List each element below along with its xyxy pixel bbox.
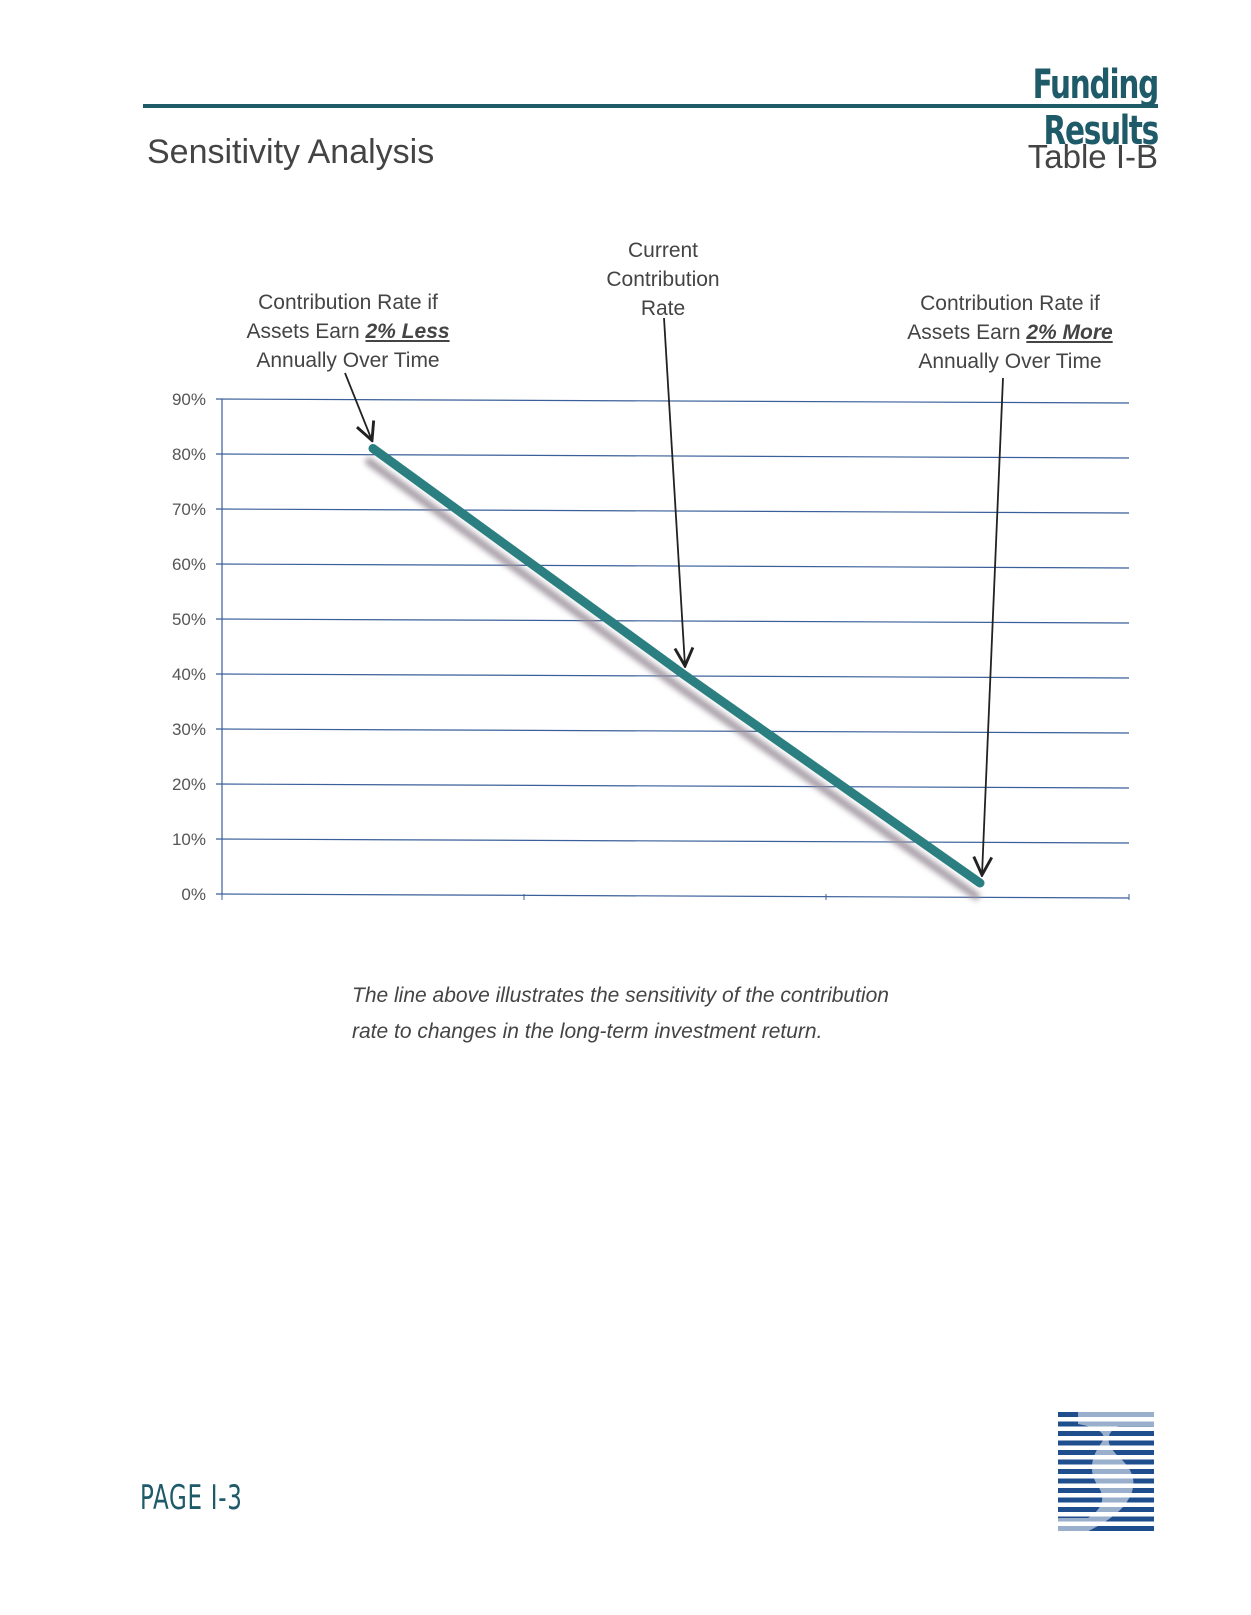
y-tick-label: 0% (181, 885, 206, 904)
gridline (215, 893, 1130, 899)
annotation-arrow (982, 377, 1004, 875)
annotation-less-emphasis: 2% Less (365, 320, 450, 343)
annotation-more-emphasis: 2% More (1026, 321, 1113, 344)
annotation-arrow (663, 317, 685, 666)
annotation-less-line3: Annually Over Time (256, 349, 440, 372)
y-tick-label: 10% (172, 830, 206, 849)
annotation-current-line3: Rate (640, 297, 686, 320)
annotation-less-line2: Assets Earn 2% Less (228, 317, 468, 346)
y-tick-label: 80% (172, 445, 206, 464)
annotation-current: Current Contribution Rate (588, 236, 738, 323)
annotation-more-line3: Annually Over Time (918, 350, 1102, 373)
arrow-layer (344, 317, 1004, 875)
y-tick-label: 60% (172, 555, 206, 574)
annotation-less-prefix: Assets Earn (246, 320, 366, 343)
gridline (215, 398, 1130, 404)
gridline (215, 563, 1130, 569)
gridline (215, 783, 1130, 789)
logo-stripe (1058, 1526, 1154, 1531)
table-id: Table I-B (1027, 138, 1158, 175)
annotation-more-prefix: Assets Earn (907, 321, 1027, 344)
gridline (215, 728, 1130, 734)
sensitivity-chart: 0% 10% 20% 30% 40% 50% 60% 70% 80% 90% (172, 317, 1130, 904)
annotation-less-line1: Contribution Rate if (258, 291, 438, 314)
page-title: Sensitivity Analysis (147, 133, 435, 171)
y-tick-label: 20% (172, 775, 206, 794)
caption-line1: The line above illustrates the sensitivi… (352, 984, 889, 1007)
section-header: Funding Results (1032, 62, 1160, 154)
data-point (979, 882, 981, 884)
gridline (215, 618, 1130, 624)
data-point (372, 448, 374, 449)
gridline (215, 508, 1130, 514)
y-tick-label: 30% (172, 720, 206, 739)
chart-caption: The line above illustrates the sensitivi… (352, 978, 912, 1050)
caption-line2: rate to changes in the long-term investm… (352, 1020, 823, 1043)
y-tick-label: 50% (172, 610, 206, 629)
y-tick-label: 70% (172, 500, 206, 519)
annotation-less: Contribution Rate if Assets Earn 2% Less… (228, 288, 468, 375)
page-number: PAGE I-3 (140, 1478, 243, 1518)
series-shadow (365, 457, 980, 900)
annotation-more-line2: Assets Earn 2% More (890, 318, 1130, 347)
annotation-more: Contribution Rate if Assets Earn 2% More… (890, 289, 1130, 376)
company-logo (1058, 1408, 1154, 1536)
gridline (215, 673, 1130, 679)
y-tick-label: 90% (172, 390, 206, 409)
logo-s-mark (1058, 1408, 1154, 1536)
data-point (682, 673, 684, 675)
annotation-arrow (344, 372, 372, 441)
annotation-more-line1: Contribution Rate if (920, 292, 1100, 315)
series-layer (365, 444, 985, 900)
y-tick-label: 40% (172, 665, 206, 684)
annotation-current-line1: Current (627, 239, 699, 262)
gridline (215, 838, 1130, 844)
header-rule (143, 104, 1158, 108)
annotation-current-line2: Contribution (606, 268, 720, 291)
